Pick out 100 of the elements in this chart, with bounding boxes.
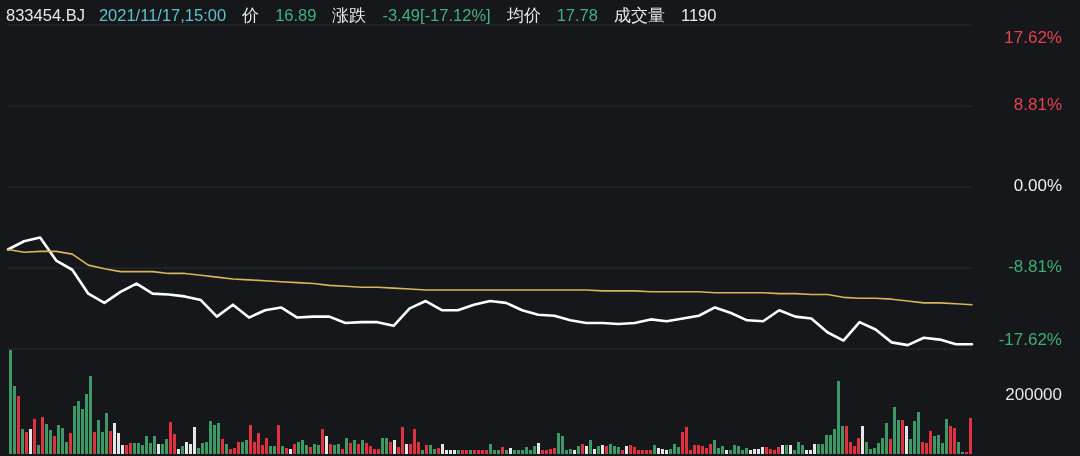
- bar: [213, 424, 216, 454]
- bar: [549, 448, 552, 454]
- bar: [301, 440, 304, 454]
- bar: [257, 433, 260, 454]
- bar: [229, 448, 232, 454]
- bar: [561, 436, 564, 454]
- bar: [621, 449, 624, 454]
- text: 2021/11/17,15:00: [98, 6, 227, 25]
- bar: [461, 449, 464, 454]
- bar: [249, 424, 252, 454]
- bar: [757, 448, 760, 454]
- bar: [325, 436, 328, 454]
- bar: [673, 443, 676, 454]
- bar: [21, 429, 24, 454]
- bar: [773, 449, 776, 454]
- bar: [125, 444, 128, 454]
- bar: [917, 412, 920, 454]
- bar: [381, 438, 384, 454]
- bar: [501, 446, 504, 454]
- bar: [465, 449, 468, 454]
- bar: [429, 444, 432, 454]
- bar: [613, 445, 616, 454]
- bar: [745, 447, 748, 454]
- bar: [317, 444, 320, 454]
- bar: [921, 441, 924, 454]
- bar: [697, 444, 700, 454]
- bar: [169, 421, 172, 454]
- bar: [105, 413, 108, 454]
- bar: [521, 449, 524, 454]
- bar: [177, 448, 180, 454]
- bar: [769, 448, 772, 454]
- bar: [321, 429, 324, 454]
- bar: [45, 423, 48, 454]
- bar: [861, 425, 864, 454]
- bar: [661, 448, 664, 454]
- bar: [393, 440, 396, 454]
- bar: [865, 441, 868, 454]
- bar: [289, 448, 292, 454]
- bar: [945, 418, 948, 454]
- text: 均价: [505, 6, 541, 25]
- bar: [137, 442, 140, 454]
- bar: [525, 446, 528, 454]
- bar: [805, 449, 808, 454]
- bar: [725, 449, 728, 454]
- bar: [469, 449, 472, 454]
- bar: [497, 449, 500, 454]
- bar: [653, 444, 656, 454]
- bar: [937, 435, 940, 454]
- bar: [785, 444, 788, 454]
- bar: [477, 449, 480, 454]
- bar: [737, 445, 740, 454]
- text: 1190: [680, 6, 717, 25]
- bar: [777, 446, 780, 454]
- bar: [273, 445, 276, 454]
- bar: [485, 449, 488, 454]
- bar: [181, 445, 184, 454]
- bar: [733, 444, 736, 454]
- bar: [337, 443, 340, 454]
- y-tick-label: -17.62%: [998, 330, 1062, 350]
- bar: [57, 424, 60, 454]
- bar: [641, 449, 644, 454]
- bar: [221, 439, 224, 454]
- bar: [569, 448, 572, 454]
- bar: [557, 433, 560, 454]
- text: 涨跌: [332, 6, 367, 25]
- bar: [749, 449, 752, 454]
- bar: [677, 446, 680, 454]
- bar: [529, 449, 532, 454]
- bar: [517, 449, 520, 454]
- bar: [353, 440, 356, 454]
- text: 成交量: [613, 6, 665, 25]
- bar: [765, 446, 768, 454]
- bar: [781, 444, 784, 454]
- bar: [333, 444, 336, 454]
- bar: [685, 426, 688, 454]
- bar: [109, 431, 112, 454]
- bar: [401, 426, 404, 454]
- bar: [797, 441, 800, 454]
- text: -3.49[-17.12%]: [382, 6, 491, 25]
- bar: [281, 445, 284, 454]
- bar: [237, 441, 240, 454]
- bar: [873, 447, 876, 454]
- bar: [217, 422, 220, 454]
- bar: [265, 438, 268, 454]
- y-tick-label: 8.81%: [1013, 95, 1062, 115]
- bar: [721, 445, 724, 454]
- bar: [593, 448, 596, 454]
- bar: [29, 429, 32, 454]
- bar: [341, 448, 344, 454]
- bar: [437, 447, 440, 454]
- bar: [701, 445, 704, 454]
- bar: [61, 428, 64, 454]
- bar: [53, 436, 56, 454]
- bar: [581, 443, 584, 454]
- bar: [637, 449, 640, 454]
- bar: [293, 443, 296, 454]
- bar: [513, 449, 516, 454]
- bar: [201, 442, 204, 454]
- bar: [481, 449, 484, 454]
- bar: [425, 444, 428, 454]
